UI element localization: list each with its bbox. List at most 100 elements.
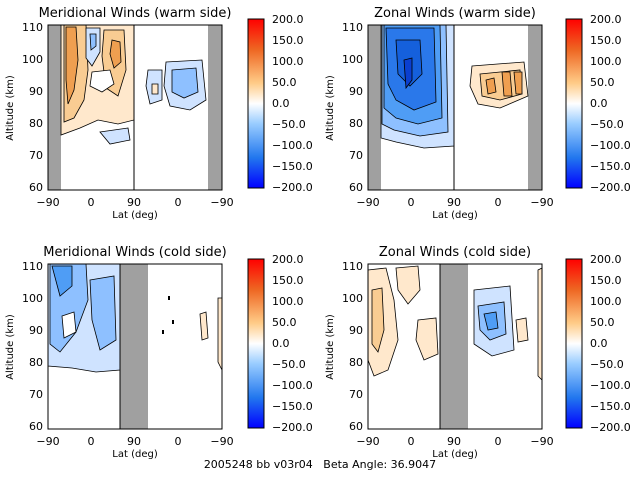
contour-positive — [485, 77, 497, 95]
contour-negative — [483, 311, 499, 331]
x-tick-label: −90 — [36, 435, 59, 448]
colorbar-tick-label: −150.0 — [272, 400, 313, 413]
x-tick-label: 90 — [447, 196, 461, 209]
panel-meridional-warm: Meridional Winds (warm side) Altitude (k… — [5, 6, 313, 221]
y-tick-labels: 60 70 80 90 100 110 — [342, 21, 363, 194]
colorbar-tick-label: 100.0 — [272, 295, 304, 308]
y-tick-label: 70 — [349, 149, 363, 162]
y-tick-labels: 60 70 80 90 100 110 — [342, 260, 363, 433]
x-axis-label: Lat (deg) — [112, 449, 158, 460]
y-tick-label: 110 — [22, 21, 43, 34]
colorbar: 200.0 150.0 100.0 50.0 0.0 −50.0 −100.0 … — [565, 13, 631, 194]
x-tick-label: 0 — [408, 196, 415, 209]
y-tick-label: 70 — [29, 149, 43, 162]
colorbar-tick-label: 0.0 — [272, 97, 290, 110]
colorbar-tick-label: 150.0 — [272, 34, 304, 47]
colorbar-tick-label: 100.0 — [590, 55, 622, 68]
colorbar-tick-label: −200.0 — [590, 421, 631, 434]
x-tick-labels: −90 0 90 0 −90 — [36, 435, 233, 448]
x-tick-label: 90 — [127, 196, 141, 209]
x-tick-labels: −90 0 90 0 −90 — [356, 196, 553, 209]
no-data-band — [528, 25, 542, 190]
plot-frame — [47, 24, 223, 191]
colorbar: 200.0 150.0 100.0 50.0 0.0 −50.0 −100.0 … — [247, 253, 313, 434]
y-tick-labels: 60 70 80 90 100 110 — [22, 260, 43, 433]
colorbar-tick-label: 200.0 — [590, 13, 622, 26]
colorbar-tick-label: −100.0 — [272, 139, 313, 152]
x-axis-label: Lat (deg) — [432, 449, 478, 460]
colorbar-tick-label: −100.0 — [590, 139, 631, 152]
plot-frame — [367, 24, 543, 191]
y-tick-label: 80 — [349, 356, 363, 369]
colorbar-gradient — [247, 18, 265, 189]
contour-zero — [89, 69, 115, 93]
y-tick-label: 100 — [22, 292, 43, 305]
y-axis-label: Altitude (km) — [325, 314, 336, 380]
x-axis-label: Lat (deg) — [432, 210, 478, 221]
x-tick-label: 0 — [88, 196, 95, 209]
colorbar-tick-label: −50.0 — [590, 358, 624, 371]
colorbar-tick-label: 100.0 — [272, 55, 304, 68]
y-tick-label: 80 — [29, 117, 43, 130]
x-tick-label: 90 — [447, 435, 461, 448]
contour-positive — [109, 39, 122, 69]
x-tick-label: −90 — [530, 196, 553, 209]
no-data-band — [120, 264, 148, 429]
y-tick-label: 80 — [349, 117, 363, 130]
no-data-band — [440, 264, 468, 429]
panel-zonal-cold: Zonal Winds (cold side) Altitude (km) 60… — [325, 245, 631, 460]
colorbar-tick-label: 50.0 — [272, 76, 297, 89]
panel-meridional-cold: Meridional Winds (cold side) Altitude (k… — [5, 245, 313, 460]
x-tick-label: 0 — [175, 196, 182, 209]
colorbar-tick-label: −100.0 — [272, 379, 313, 392]
x-tick-label: −90 — [210, 196, 233, 209]
colorbar-gradient — [565, 258, 583, 429]
colorbar-tick-label: −50.0 — [272, 358, 306, 371]
colorbar-tick-label: 0.0 — [590, 97, 608, 110]
y-tick-label: 100 — [22, 53, 43, 66]
contour-positive — [371, 287, 385, 353]
contour-negative — [99, 127, 131, 145]
colorbar-tick-label: 150.0 — [590, 274, 622, 287]
y-tick-labels: 60 70 80 90 100 110 — [22, 21, 43, 194]
contour-fragment — [168, 296, 170, 300]
y-tick-label: 90 — [349, 324, 363, 337]
y-tick-label: 90 — [29, 324, 43, 337]
colorbar-tick-label: 0.0 — [272, 337, 290, 350]
x-axis-label: Lat (deg) — [112, 210, 158, 221]
y-axis-label: Altitude (km) — [5, 314, 16, 380]
no-data-band — [208, 25, 222, 190]
x-tick-label: 90 — [127, 435, 141, 448]
contour-negative — [51, 265, 73, 297]
contour-fragment — [162, 330, 164, 334]
panel-title: Zonal Winds (cold side) — [379, 245, 531, 260]
y-tick-label: 100 — [342, 53, 363, 66]
colorbar-tick-label: −50.0 — [272, 118, 306, 131]
y-tick-label: 110 — [22, 260, 43, 273]
contour-negative — [89, 275, 117, 351]
colorbar-tick-label: −200.0 — [272, 181, 313, 194]
contour-positive — [151, 83, 159, 95]
contour-positive — [537, 267, 543, 381]
contour-positive — [513, 71, 523, 95]
y-tick-label: 90 — [349, 85, 363, 98]
beta-angle-label: Beta Angle: — [323, 458, 388, 471]
colorbar-tick-label: −50.0 — [590, 118, 624, 131]
colorbar-tick-label: 0.0 — [590, 337, 608, 350]
contour-field — [47, 263, 223, 429]
contour-negative — [403, 57, 413, 90]
colorbar-tick-label: 200.0 — [272, 13, 304, 26]
plot-frame — [367, 263, 543, 430]
x-tick-label: 0 — [175, 435, 182, 448]
colorbar-gradient — [247, 258, 265, 429]
colorbar-tick-label: 150.0 — [590, 34, 622, 47]
contour-positive — [395, 265, 421, 305]
colorbar-tick-label: −100.0 — [590, 379, 631, 392]
beta-angle-value: 36.9047 — [390, 458, 437, 471]
x-tick-label: −90 — [356, 196, 379, 209]
y-tick-label: 70 — [349, 388, 363, 401]
x-tick-label: −90 — [356, 435, 379, 448]
colorbar-tick-label: 100.0 — [590, 295, 622, 308]
panel-title: Zonal Winds (warm side) — [374, 6, 536, 21]
